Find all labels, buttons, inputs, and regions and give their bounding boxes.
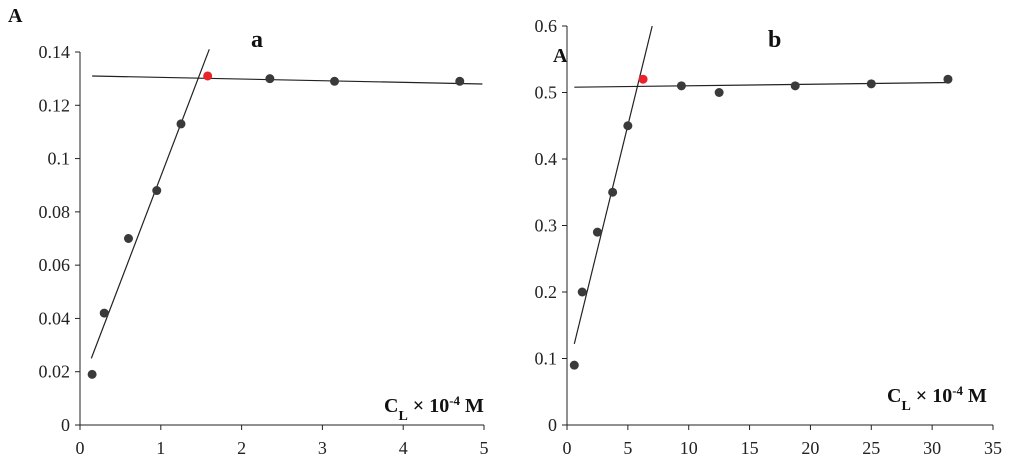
x-tick-label: 25 (862, 438, 880, 458)
x-axis-label: CL × 10-4 M (887, 383, 987, 414)
y-tick-label: 0.14 (39, 42, 71, 62)
fit-line (92, 75, 483, 85)
data-point (577, 287, 587, 297)
fit-line (90, 49, 210, 359)
data-point (866, 79, 876, 89)
y-tick-label: 0.08 (39, 202, 71, 222)
data-point (455, 76, 465, 86)
y-tick-label: 0.02 (39, 362, 71, 382)
data-point (87, 369, 97, 379)
data-point (623, 121, 633, 131)
y-tick-label: 0.1 (535, 349, 558, 369)
x-tick-label: 35 (984, 438, 1002, 458)
y-tick-label: 0.4 (535, 149, 558, 169)
chart-title: a (251, 27, 263, 53)
data-point (714, 88, 724, 97)
x-tick-label: 20 (801, 438, 819, 458)
data-point (330, 76, 340, 86)
y-tick-label: 0.04 (39, 308, 71, 328)
x-axis-label: CL × 10-4 M (384, 393, 484, 424)
x-tick-label: 1 (156, 438, 165, 458)
x-tick-label: 0 (563, 438, 572, 458)
chart-panel-b: A b CL × 10-4 M 0 0.1 0.2 0.3 0.4 0.5 0.6 0 5 10 1… (535, 16, 1003, 458)
data-point (790, 81, 800, 91)
x-tick-label: 10 (680, 438, 698, 458)
y-tick-label: 0.5 (535, 83, 558, 103)
fit-line (573, 25, 653, 345)
x-tick-label: 2 (237, 438, 246, 458)
chart-panel-a: A a CL × 10-4 M 0 0.02 0.04 0.06 0.08 0.1 0.12… (8, 5, 489, 458)
data-point (123, 234, 133, 243)
y-tick-label: 0.3 (535, 216, 558, 236)
x-tick-label: 3 (318, 438, 327, 458)
y-tick-label: 0 (548, 415, 557, 435)
y-tick-label: 0.06 (39, 255, 71, 275)
data-point (569, 360, 579, 370)
data-point (592, 227, 602, 237)
chart-title: b (768, 27, 781, 53)
y-tick-label: 0.12 (39, 95, 71, 115)
x-tick-label: 15 (741, 438, 759, 458)
y-axis-label: A (8, 5, 23, 27)
data-point (943, 74, 953, 84)
y-axis-label: A (553, 45, 568, 67)
x-tick-label: 4 (399, 438, 408, 458)
x-tick-label: 0 (76, 438, 85, 458)
data-point (676, 81, 686, 91)
data-point (265, 74, 275, 84)
y-tick-label: 0.6 (535, 16, 558, 36)
y-tick-label: 0 (61, 415, 70, 435)
data-point (176, 119, 186, 129)
x-tick-label: 5 (623, 438, 632, 458)
data-point (99, 308, 109, 318)
fit-line (574, 81, 951, 88)
y-tick-label: 0.2 (535, 282, 558, 302)
highlighted-data-point (203, 71, 213, 81)
data-point (152, 186, 162, 196)
x-tick-label: 30 (923, 438, 941, 458)
data-point (608, 187, 618, 197)
highlighted-data-point (638, 74, 648, 84)
x-tick-label: 5 (480, 438, 489, 458)
y-tick-label: 0.1 (48, 149, 71, 169)
